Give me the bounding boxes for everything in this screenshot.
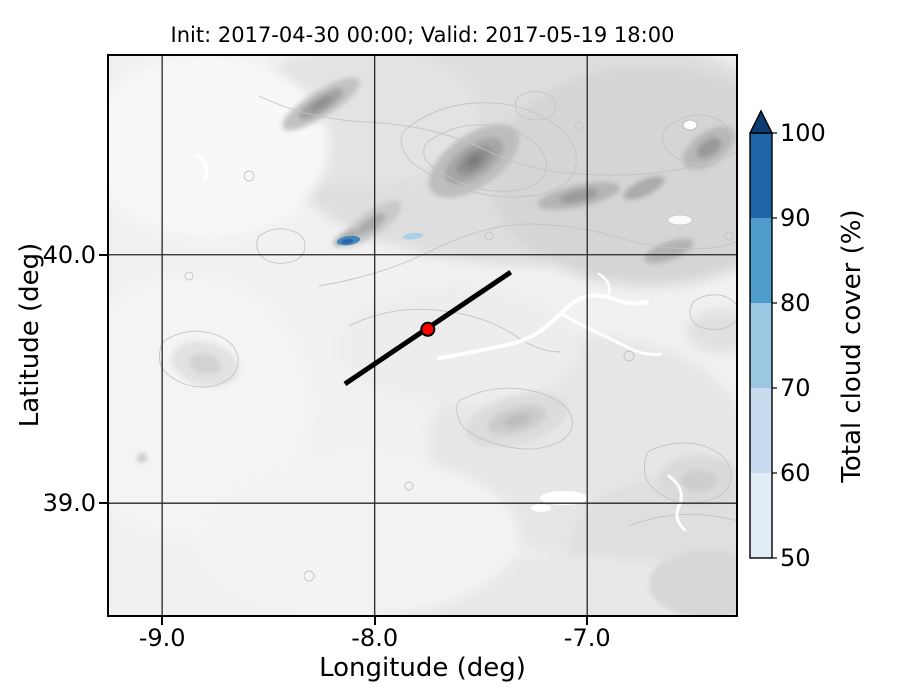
- location-marker: [420, 321, 436, 337]
- y-tick-label: 40.0: [42, 240, 96, 269]
- x-tick-label: -7.0: [563, 624, 611, 652]
- axes-border: [107, 54, 738, 617]
- x-tick-mark: [161, 617, 164, 625]
- y-tick-mark: [99, 502, 107, 505]
- terrain-rivers: [195, 154, 687, 532]
- x-tick-label: -8.0: [351, 624, 399, 652]
- terrain-contour-lines: [159, 91, 736, 582]
- colorbar-tick-label: 70: [780, 374, 811, 402]
- plot-title: Init: 2017-04-30 00:00; Valid: 2017-05-1…: [170, 23, 675, 47]
- y-axis-label: Latitude (deg): [15, 242, 45, 428]
- colorbar-tick-label: 50: [780, 544, 811, 572]
- x-tick-label: -9.0: [138, 624, 186, 652]
- colorbar-segment: [750, 133, 772, 218]
- terrain-white-patches: [531, 119, 698, 512]
- colorbar-tick-label: 80: [780, 289, 811, 317]
- terrain-map: [109, 56, 736, 615]
- colorbar-tick-label: 60: [780, 459, 811, 487]
- x-tick-mark: [373, 617, 376, 625]
- x-tick-mark: [586, 617, 589, 625]
- colorbar-label: Total cloud cover (%): [837, 209, 867, 483]
- y-tick-label: 39.0: [42, 489, 96, 518]
- colorbar-segment: [750, 218, 772, 303]
- colorbar: [748, 109, 777, 559]
- plot-overlay: [109, 56, 736, 615]
- cloud-cover-patch: [402, 232, 424, 240]
- y-tick-mark: [99, 253, 107, 256]
- colorbar-extend-arrow: [748, 109, 774, 134]
- colorbar-tick-label: 90: [780, 204, 811, 232]
- colorbar-tick-label: 100: [780, 119, 826, 147]
- cloud-cover-patch: [341, 238, 354, 244]
- colorbar-segment: [750, 473, 772, 558]
- colorbar-segment: [750, 388, 772, 473]
- colorbar-segment: [750, 303, 772, 388]
- x-axis-label: Longitude (deg): [319, 653, 526, 683]
